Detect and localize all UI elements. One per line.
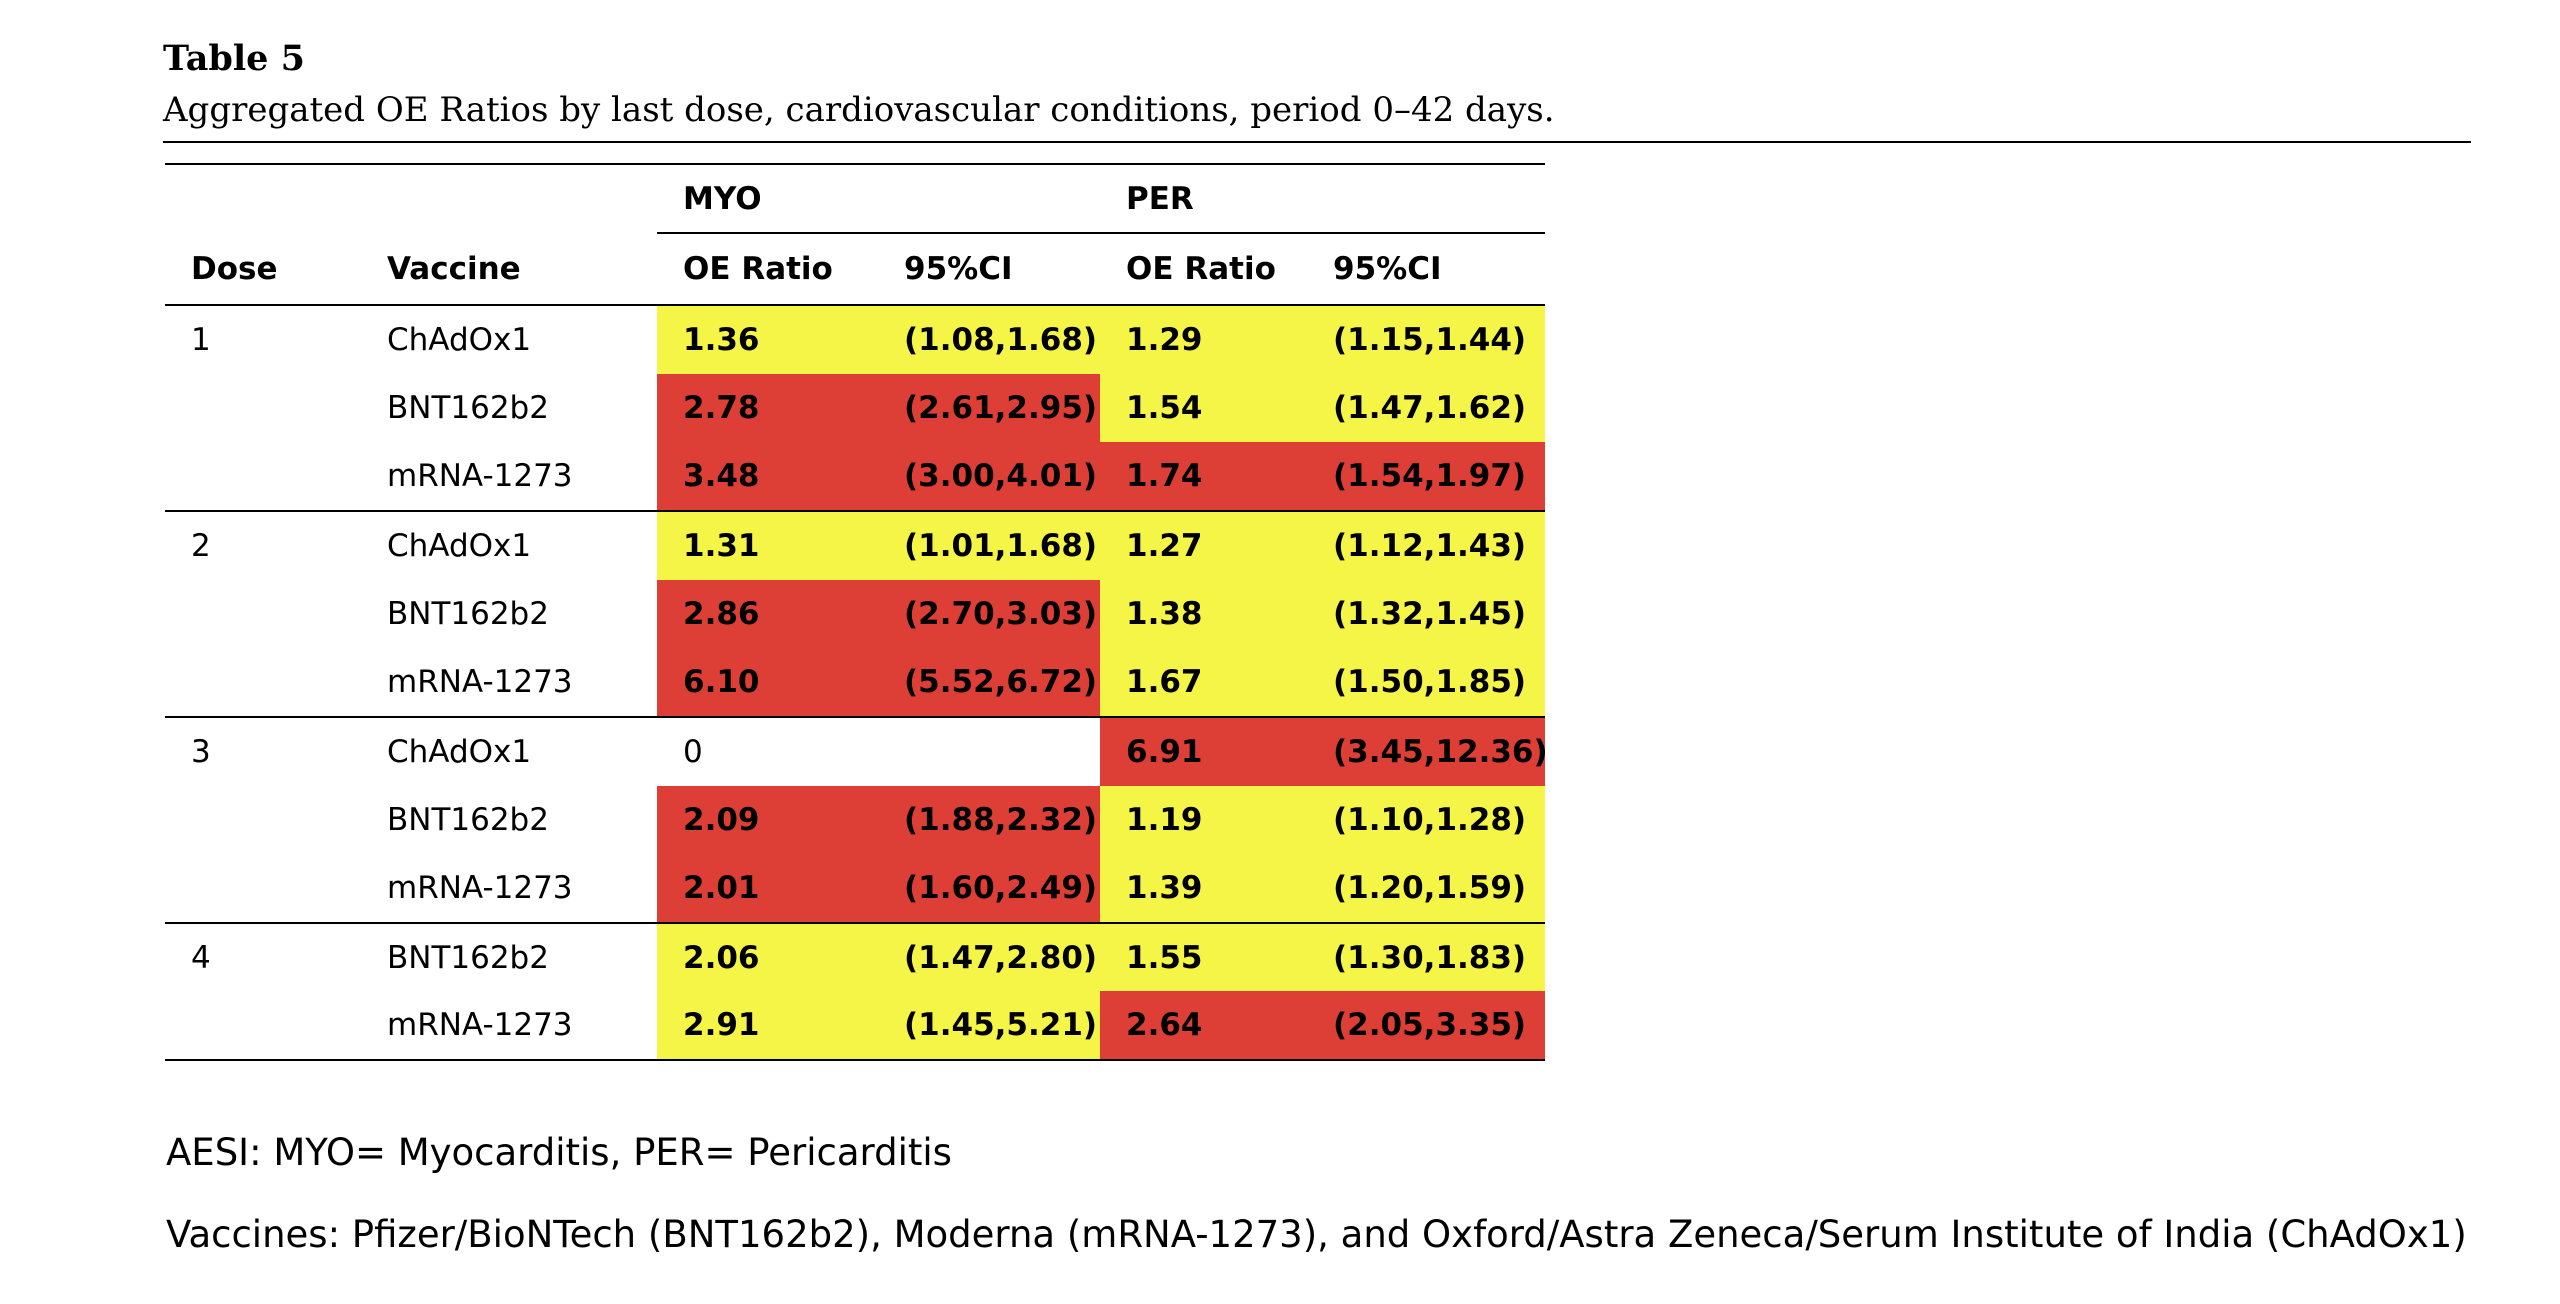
vaccine-cell: mRNA-1273: [387, 458, 573, 494]
myo-ci-cell: (1.88,2.32): [878, 786, 1101, 854]
per-oe-ratio-cell: 2.64: [1100, 991, 1308, 1061]
myo-oe-ratio-cell: 2.01: [657, 854, 878, 923]
per-oe-ratio-cell: 1.27: [1100, 510, 1308, 580]
dose-cell: [165, 786, 361, 854]
dose-cell: [165, 580, 361, 648]
per-ci-cell: (1.32,1.45): [1307, 580, 1546, 648]
dose-cell: [165, 648, 361, 717]
table-caption: Aggregated OE Ratios by last dose, cardi…: [163, 90, 1555, 130]
per-ci-cell: (1.20,1.59): [1307, 854, 1546, 923]
column-header-per-oe-ratio: OE Ratio: [1100, 233, 1308, 306]
column-header-myo-ci: 95%CI: [878, 233, 1101, 306]
myo-ci-cell: (2.70,3.03): [878, 580, 1101, 648]
table-row: mRNA-1273 6.10 (5.52,6.72) 1.67 (1.50,1.85): [165, 648, 1546, 717]
dose-cell: [165, 854, 361, 923]
vaccine-cell: BNT162b2: [387, 596, 549, 632]
myo-oe-ratio-cell: 2.86: [657, 580, 878, 648]
myo-ci-cell: [878, 716, 1101, 786]
group-header-myo: MYO: [657, 163, 1101, 234]
dose-cell: 2: [165, 510, 361, 580]
dose-cell: 4: [165, 922, 361, 991]
table-title: Table 5: [163, 38, 305, 79]
myo-oe-ratio-cell: 6.10: [657, 648, 878, 717]
per-oe-ratio-cell: 1.55: [1100, 922, 1308, 991]
myo-oe-ratio-cell: 2.09: [657, 786, 878, 854]
vaccine-cell: mRNA-1273: [361, 991, 657, 1061]
per-oe-ratio-cell: 1.74: [1100, 442, 1308, 511]
aesi-note: AESI: MYO= Myocarditis, PER= Pericarditi…: [166, 1131, 952, 1174]
myo-ci-cell: (3.00,4.01): [878, 442, 1101, 511]
table-row: 1 ChAdOx1 1.36 (1.08,1.68) 1.29 (1.15,1.44): [165, 305, 1546, 374]
group-header-per: PER: [1100, 163, 1546, 234]
myo-oe-ratio-cell: 2.06: [657, 922, 878, 991]
myo-ci-cell: (1.60,2.49): [878, 854, 1101, 923]
myo-ci-cell: (1.01,1.68): [878, 510, 1101, 580]
table-row: 4 BNT162b2 2.06 (1.47,2.80) 1.55 (1.30,1.83): [165, 922, 1546, 991]
myo-ci-cell: (2.61,2.95): [878, 374, 1101, 442]
per-ci-cell: (1.30,1.83): [1307, 922, 1546, 991]
vaccine-cell: mRNA-1273: [387, 870, 573, 906]
myo-oe-ratio-cell: 0: [657, 716, 878, 786]
dose-cell: [165, 374, 361, 442]
table-row: 2 ChAdOx1 1.31 (1.01,1.68) 1.27 (1.12,1.43): [165, 510, 1546, 580]
table-row: mRNA-1273 3.48 (3.00,4.01) 1.74 (1.54,1.97): [165, 442, 1546, 511]
dose-cell: 1: [191, 322, 211, 358]
per-oe-ratio-cell: 1.67: [1100, 648, 1308, 717]
column-header-vaccine: Vaccine: [361, 233, 657, 306]
vaccine-cell: BNT162b2: [387, 390, 549, 426]
myo-ci-cell: (1.45,5.21): [878, 991, 1101, 1061]
empty-header-cell: [361, 163, 657, 233]
vaccine-cell: BNT162b2: [387, 802, 549, 838]
myo-oe-ratio-cell: 3.48: [657, 442, 878, 511]
caption-rule: [163, 141, 2471, 143]
per-oe-ratio-cell: 1.39: [1100, 854, 1308, 923]
vaccine-cell: ChAdOx1: [361, 510, 657, 580]
column-header-dose: Dose: [165, 233, 361, 306]
myo-ci-cell: (5.52,6.72): [878, 648, 1101, 717]
oe-ratio-table: MYO PER Dose Vaccine OE Ratio 95%CI OE R…: [165, 163, 1548, 1061]
vaccine-cell: ChAdOx1: [361, 716, 657, 786]
myo-oe-ratio-cell: 2.78: [657, 374, 878, 442]
myo-ci-cell: (1.47,2.80): [878, 922, 1101, 991]
vaccine-cell: ChAdOx1: [387, 322, 532, 358]
per-ci-cell: (3.45,12.36): [1307, 716, 1548, 786]
dose-cell: [165, 442, 361, 511]
per-ci-cell: (1.12,1.43): [1307, 510, 1546, 580]
per-ci-cell: (1.15,1.44): [1307, 305, 1546, 374]
per-oe-ratio-cell: 6.91: [1100, 716, 1308, 786]
column-header-myo-oe-ratio: OE Ratio: [657, 233, 878, 306]
vaccines-note: Vaccines: Pfizer/BioNTech (BNT162b2), Mo…: [166, 1213, 2467, 1256]
myo-oe-ratio-cell: 1.31: [657, 510, 878, 580]
myo-oe-ratio-cell: 1.36: [657, 305, 878, 374]
per-oe-ratio-cell: 1.54: [1100, 374, 1308, 442]
table-row: mRNA-1273 2.01 (1.60,2.49) 1.39 (1.20,1.59): [165, 854, 1546, 923]
per-oe-ratio-cell: 1.19: [1100, 786, 1308, 854]
dose-cell: [165, 991, 361, 1061]
dose-cell: 3: [165, 716, 361, 786]
myo-ci-cell: (1.08,1.68): [878, 305, 1101, 374]
per-ci-cell: (2.05,3.35): [1307, 991, 1546, 1061]
per-ci-cell: (1.54,1.97): [1307, 442, 1546, 511]
group-header-row: MYO PER: [165, 163, 1546, 234]
myo-oe-ratio-cell: 2.91: [657, 991, 878, 1061]
per-ci-cell: (1.47,1.62): [1307, 374, 1546, 442]
table-row: BNT162b2 2.09 (1.88,2.32) 1.19 (1.10,1.28): [165, 786, 1546, 854]
vaccine-cell: BNT162b2: [361, 922, 657, 991]
per-ci-cell: (1.50,1.85): [1307, 648, 1546, 717]
table-row: BNT162b2 2.78 (2.61,2.95) 1.54 (1.47,1.62): [165, 374, 1546, 442]
per-ci-cell: (1.10,1.28): [1307, 786, 1546, 854]
table-row: BNT162b2 2.86 (2.70,3.03) 1.38 (1.32,1.45): [165, 580, 1546, 648]
empty-header-cell: [165, 163, 361, 233]
table-row: 3 ChAdOx1 0 6.91 (3.45,12.36): [165, 716, 1548, 786]
vaccine-cell: mRNA-1273: [387, 664, 573, 700]
per-oe-ratio-cell: 1.29: [1100, 305, 1308, 374]
column-header-row: Dose Vaccine OE Ratio 95%CI OE Ratio 95%…: [165, 233, 1546, 306]
per-oe-ratio-cell: 1.38: [1100, 580, 1308, 648]
column-header-per-ci: 95%CI: [1307, 233, 1546, 306]
table-row: mRNA-1273 2.91 (1.45,5.21) 2.64 (2.05,3.35): [165, 991, 1546, 1061]
